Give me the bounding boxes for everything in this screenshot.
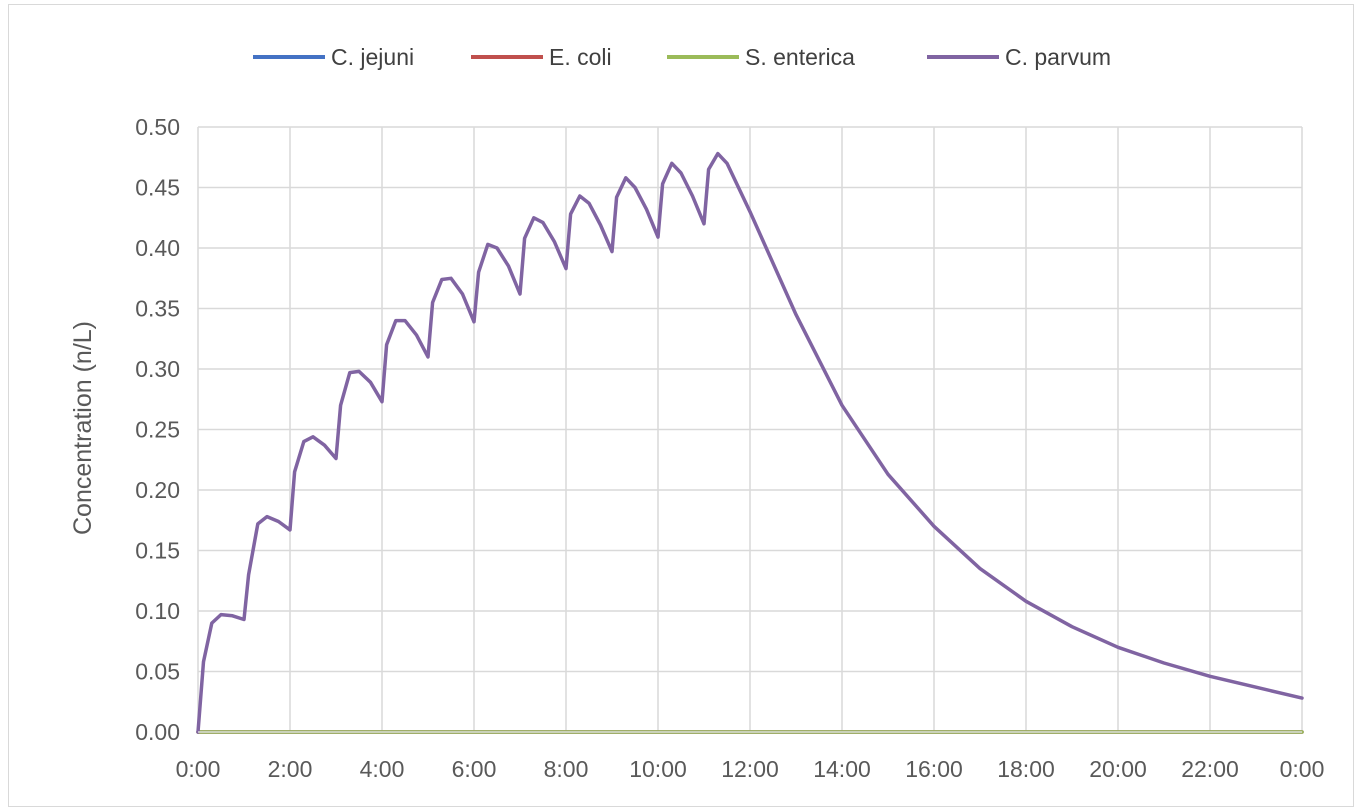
y-tick-label: 0.40 — [135, 235, 180, 261]
x-tick-label: 16:00 — [905, 756, 963, 782]
y-tick-label: 0.20 — [135, 477, 180, 503]
x-tick-label: 0:00 — [176, 756, 221, 782]
x-tick-label: 12:00 — [721, 756, 779, 782]
x-tick-label: 6:00 — [452, 756, 497, 782]
x-tick-label: 20:00 — [1089, 756, 1147, 782]
legend-label: E. coli — [549, 44, 612, 70]
legend: C. jejuni E. coli S. enterica C. parvum — [253, 44, 1111, 70]
x-tick-label: 0:00 — [1280, 756, 1325, 782]
x-tick-label: 10:00 — [629, 756, 687, 782]
y-tick-label: 0.00 — [135, 719, 180, 745]
x-tick-label: 4:00 — [360, 756, 405, 782]
legend-label: C. parvum — [1005, 44, 1111, 70]
gridlines — [197, 126, 1303, 733]
y-tick-label: 0.15 — [135, 538, 180, 564]
y-tick-label: 0.10 — [135, 598, 180, 624]
axes: 0.00 0.05 0.10 0.15 0.20 0.25 0.30 0.35 0.40 0.45… — [135, 114, 1324, 782]
y-tick-label: 0.30 — [135, 356, 180, 382]
y-tick-label: 0.25 — [135, 417, 180, 443]
y-axis-title: Concentration (n/L) — [69, 321, 97, 535]
y-tick-label: 0.05 — [135, 659, 180, 685]
x-tick-label: 14:00 — [813, 756, 871, 782]
x-tick-label: 18:00 — [997, 756, 1055, 782]
x-tick-label: 8:00 — [544, 756, 589, 782]
y-tick-label: 0.50 — [135, 114, 180, 140]
y-tick-label: 0.45 — [135, 175, 180, 201]
legend-label: C. jejuni — [331, 44, 414, 70]
chart-frame — [8, 4, 1354, 807]
legend-label: S. enterica — [745, 44, 855, 70]
x-tick-label: 22:00 — [1181, 756, 1239, 782]
x-tick-label: 2:00 — [268, 756, 313, 782]
y-tick-label: 0.35 — [135, 296, 180, 322]
series-line-c-parvum — [196, 151, 1304, 734]
